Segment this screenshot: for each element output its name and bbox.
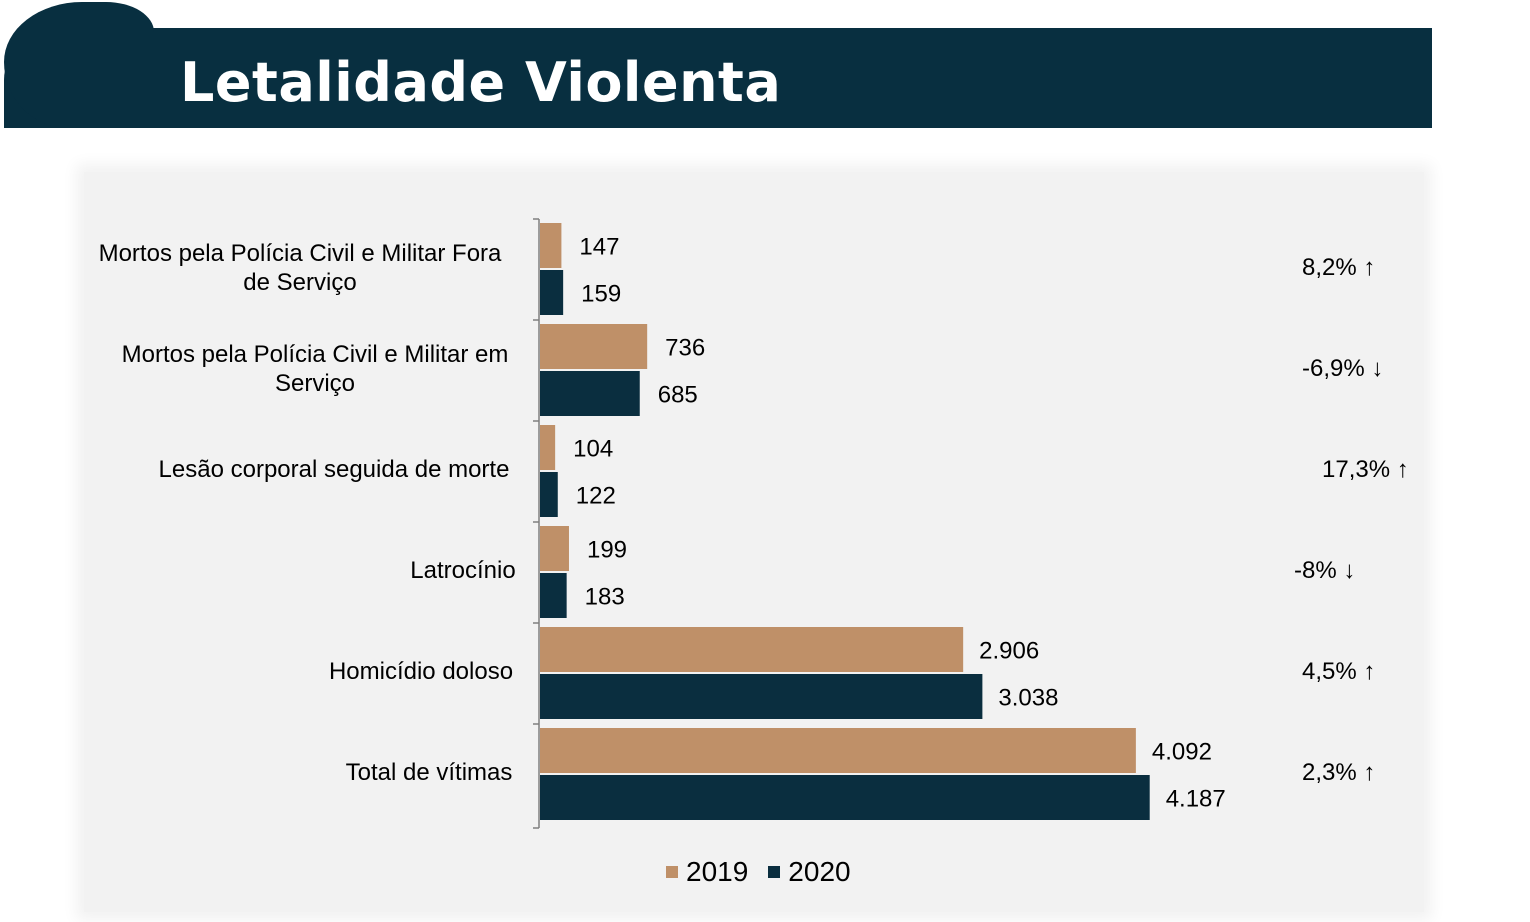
data-label-2020-3: 183 [585, 584, 625, 611]
bar-2019-1 [540, 324, 648, 369]
legend-item-2020: 2020 [768, 856, 851, 888]
bar-2020-2 [540, 472, 558, 517]
bar-2020-5 [540, 775, 1150, 820]
bar-2020-3 [540, 573, 567, 618]
banner-tab [4, 2, 154, 128]
change-label: 17,3% ↑ [1322, 455, 1409, 483]
change-label: 4,5% ↑ [1302, 657, 1376, 685]
change-label: -6,9% ↓ [1302, 354, 1384, 382]
change-label: 8,2% ↑ [1302, 253, 1376, 281]
data-label-2019-3: 199 [587, 537, 627, 564]
data-label-2020-4: 3.038 [998, 685, 1058, 712]
category-label-line: Lesão corporal seguida de morte [158, 456, 510, 483]
change-label: 2,3% ↑ [1302, 758, 1376, 786]
category-label-line: Mortos pela Polícia Civil e Militar Fora [98, 239, 502, 267]
bar-2019-2 [540, 425, 556, 470]
bar-2020-4 [540, 674, 983, 719]
title-banner: Letalidade Violenta [4, 2, 1432, 128]
data-label-2020-5: 4.187 [1166, 786, 1226, 813]
bar-2020-1 [540, 371, 640, 416]
category-label-line: Mortos pela Polícia Civil e Militar em [121, 340, 509, 368]
category-label-line: Total de vítimas [345, 759, 513, 786]
data-label-2019-4: 2.906 [979, 638, 1039, 665]
category-label: Homicídio doloso [161, 657, 681, 686]
category-label: Mortos pela Polícia Civil e Militar em Se… [55, 340, 575, 398]
category-label-line: de Serviço [243, 268, 357, 296]
page-title: Letalidade Violenta [180, 51, 782, 114]
banner-bar [4, 28, 1432, 128]
data-label-2020-1: 685 [658, 382, 698, 409]
category-label: Lesão corporal seguida de morte [74, 455, 594, 484]
data-label-2019-2: 104 [573, 436, 613, 463]
legend: 2019 2020 [666, 856, 871, 888]
legend-swatch-2020 [768, 866, 781, 878]
bar-2020-0 [540, 270, 564, 315]
bar-2019-3 [540, 526, 569, 571]
legend-label-2020: 2020 [788, 856, 851, 887]
legend-swatch-2019 [666, 866, 678, 878]
change-label: -8% ↓ [1294, 556, 1356, 584]
legend-item-2019: 2019 [666, 856, 748, 888]
legend-label-2019: 2019 [686, 856, 749, 887]
data-label-2020-0: 159 [581, 281, 621, 308]
category-label: Total de vítimas [169, 758, 689, 787]
category-label-line: Latrocínio [410, 557, 516, 584]
data-label-2019-5: 4.092 [1152, 739, 1212, 766]
data-label-2019-1: 736 [665, 335, 705, 362]
bar-2019-4 [540, 627, 964, 672]
data-label-2019-0: 147 [579, 234, 619, 261]
data-label-2020-2: 122 [576, 483, 616, 510]
bar-2019-0 [540, 223, 562, 268]
category-label: Latrocínio [203, 556, 723, 585]
category-label-line: Serviço [274, 369, 356, 397]
category-label: Mortos pela Polícia Civil e Militar Fora… [40, 239, 560, 297]
category-label-line: Homicídio doloso [328, 658, 514, 685]
bar-2019-5 [540, 728, 1136, 773]
